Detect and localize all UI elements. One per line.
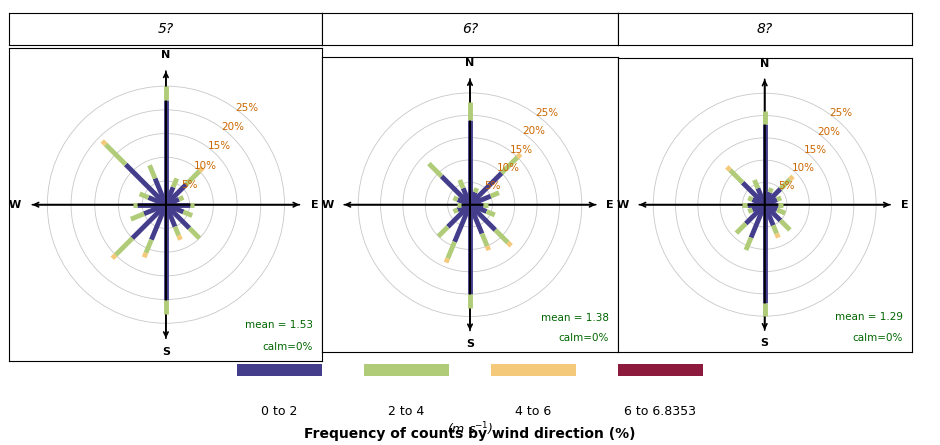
Text: E: E	[901, 200, 908, 210]
Text: 10%: 10%	[496, 163, 520, 173]
Text: mean = 1.38: mean = 1.38	[540, 313, 609, 323]
Text: N: N	[162, 50, 170, 60]
Text: 2 to 4: 2 to 4	[388, 405, 425, 418]
Text: 5%: 5%	[484, 182, 500, 191]
Text: W: W	[617, 200, 629, 210]
Text: 5%: 5%	[180, 180, 197, 190]
Text: 6 to 6.8353: 6 to 6.8353	[624, 405, 697, 418]
Text: S: S	[760, 339, 769, 348]
Text: 15%: 15%	[804, 145, 827, 155]
Text: W: W	[321, 200, 334, 210]
Text: 10%: 10%	[791, 163, 814, 173]
Text: S: S	[466, 339, 474, 349]
Text: 15%: 15%	[208, 142, 231, 151]
Text: 6?: 6?	[462, 22, 478, 36]
Text: calm=0%: calm=0%	[262, 342, 313, 352]
Text: calm=0%: calm=0%	[853, 333, 903, 343]
Text: E: E	[310, 200, 318, 210]
Text: 4 to 6: 4 to 6	[515, 405, 552, 418]
Text: 8?: 8?	[757, 22, 773, 36]
Text: 20%: 20%	[523, 126, 545, 137]
Text: 25%: 25%	[830, 109, 853, 118]
Text: 25%: 25%	[235, 103, 258, 113]
Text: N: N	[465, 58, 475, 68]
Text: 10%: 10%	[195, 161, 217, 171]
Text: calm=0%: calm=0%	[558, 333, 609, 344]
Text: N: N	[760, 59, 769, 69]
Text: S: S	[162, 347, 170, 357]
Text: mean = 1.29: mean = 1.29	[835, 312, 903, 322]
Text: 5?: 5?	[158, 22, 174, 36]
Text: 15%: 15%	[509, 145, 533, 155]
Text: Frequency of counts by wind direction (%): Frequency of counts by wind direction (%…	[305, 427, 635, 441]
Text: 25%: 25%	[535, 108, 558, 118]
Text: 5%: 5%	[778, 182, 795, 191]
Text: 0 to 2: 0 to 2	[261, 405, 298, 418]
Text: (m s$^{-1}$): (m s$^{-1}$)	[446, 421, 494, 438]
Text: 20%: 20%	[222, 122, 244, 132]
Text: mean = 1.53: mean = 1.53	[245, 320, 313, 330]
Text: E: E	[606, 200, 614, 210]
Text: 20%: 20%	[817, 127, 840, 137]
Text: W: W	[9, 200, 22, 210]
